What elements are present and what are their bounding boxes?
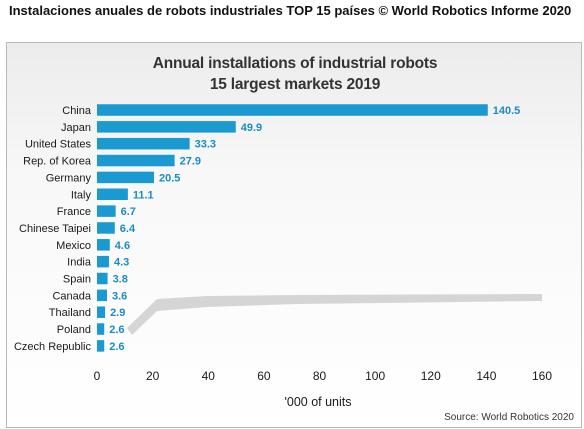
category-label: Mexico (56, 240, 91, 252)
x-tick-label: 160 (532, 369, 552, 383)
source-note: Source: World Robotics 2020 (444, 412, 574, 423)
value-labels: 140.5 49.9 33.3 27.920.5 11.1 6.7 6.4 4.6 4.3 3.8… (109, 105, 520, 353)
category-label: United States (25, 139, 92, 151)
x-tick-label: 140 (476, 369, 496, 383)
value-label: 2.6 (109, 324, 124, 336)
bar-czech-republic (97, 340, 105, 352)
bar-thailand (97, 306, 106, 318)
x-axis-title: '000 of units (284, 395, 351, 409)
bar-chinese-taipei (97, 222, 115, 234)
value-label: 4.3 (114, 257, 129, 269)
x-tick-label: 40 (202, 369, 216, 383)
value-label: 20.5 (159, 172, 180, 184)
bar-france (97, 205, 116, 217)
category-label: Chinese Taipei (19, 223, 91, 235)
bar-germany (97, 171, 155, 184)
category-label: Canada (52, 290, 91, 302)
category-label: France (57, 206, 91, 218)
bar-india (97, 255, 109, 268)
chart-title: Annual installations of industrial robot… (152, 55, 438, 72)
category-label: Thailand (49, 307, 91, 319)
x-tick-label: 20 (146, 369, 160, 383)
value-label: 33.3 (195, 139, 216, 151)
x-tick-label: 120 (421, 369, 441, 383)
bar-italy (97, 188, 128, 200)
x-axis-ticks: 0 20 40 60 80 100 120 140 160 (94, 369, 553, 383)
value-label: 49.9 (241, 122, 262, 134)
value-label: 140.5 (493, 105, 521, 117)
value-label: 2.9 (110, 307, 125, 319)
category-label: Rep. of Korea (23, 156, 92, 168)
bars (97, 104, 488, 352)
x-tick-label: 60 (257, 369, 271, 383)
value-label: 3.8 (113, 274, 128, 286)
bar-rep-of-korea (97, 154, 175, 167)
bar-united-states (97, 137, 190, 150)
value-label: 3.6 (112, 290, 127, 302)
category-label: China (62, 105, 92, 117)
category-label: India (67, 257, 92, 269)
chart-subtitle: 15 largest markets 2019 (209, 76, 381, 93)
category-label: Czech Republic (14, 341, 92, 353)
category-label: Italy (71, 189, 92, 201)
category-label: Germany (46, 172, 92, 184)
value-label: 27.9 (180, 156, 201, 168)
bar-canada (97, 289, 108, 302)
decorative-shadow (127, 294, 542, 335)
value-label: 2.6 (109, 341, 124, 353)
category-label: Spain (63, 274, 91, 286)
bar-poland (97, 323, 105, 335)
value-label: 6.7 (121, 206, 136, 218)
bar-china (97, 104, 488, 116)
x-tick-label: 100 (365, 369, 385, 383)
bar-mexico (97, 239, 110, 251)
category-labels: China Japan United States Rep. of Korea Germ… (14, 105, 92, 353)
value-label: 4.6 (115, 240, 130, 252)
bar-chart: China Japan United States Rep. of Korea Germ… (14, 104, 553, 409)
chart-frame: Annual installations of industrial robot… (6, 42, 582, 428)
x-tick-label: 80 (313, 369, 327, 383)
x-tick-label: 0 (94, 369, 101, 383)
page-heading: Instalaciones anuales de robots industri… (9, 3, 572, 18)
category-label: Poland (57, 324, 91, 336)
category-label: Japan (61, 122, 91, 134)
bar-japan (97, 121, 236, 133)
value-label: 6.4 (120, 223, 136, 235)
bar-spain (97, 272, 108, 285)
value-label: 11.1 (133, 189, 154, 201)
